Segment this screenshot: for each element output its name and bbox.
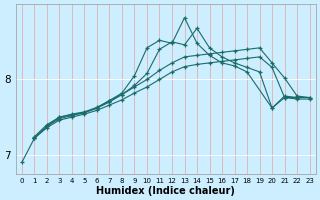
X-axis label: Humidex (Indice chaleur): Humidex (Indice chaleur): [96, 186, 235, 196]
